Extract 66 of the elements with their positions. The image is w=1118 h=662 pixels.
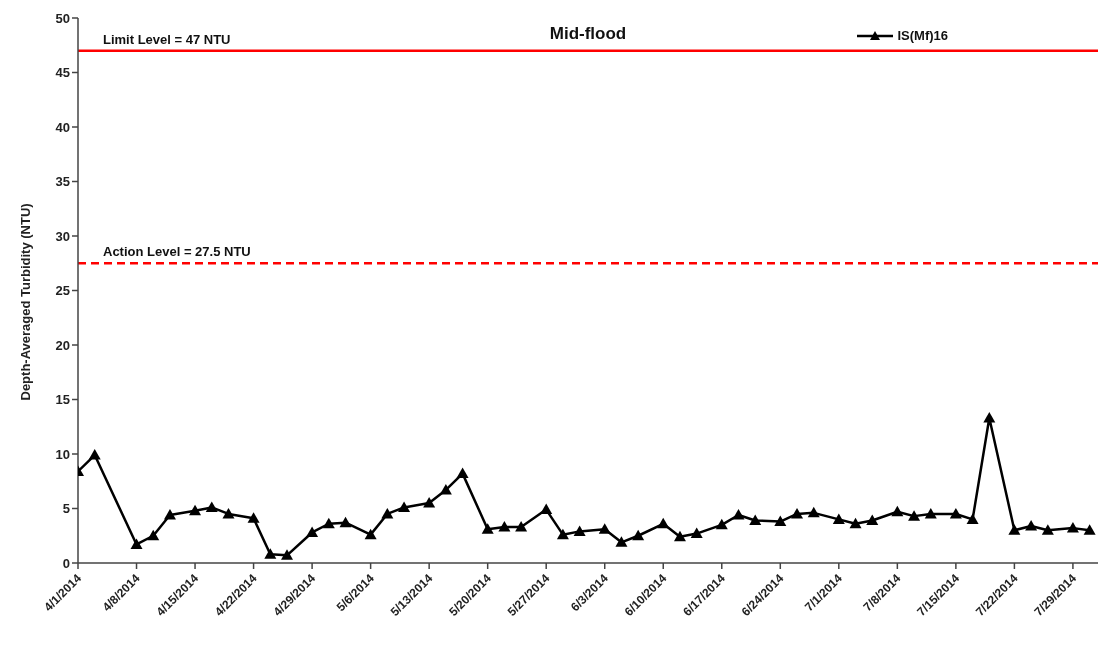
ref-line-label: Limit Level = 47 NTU [103, 31, 231, 47]
point [749, 514, 762, 525]
point [1008, 524, 1021, 535]
point [832, 513, 845, 524]
y-tick-label: 10 [55, 446, 70, 462]
point [281, 549, 294, 560]
y-tick-label: 30 [55, 228, 70, 244]
point [774, 515, 787, 527]
point [247, 512, 260, 523]
point [849, 517, 862, 529]
point [515, 521, 528, 532]
point [222, 507, 235, 519]
point [381, 507, 394, 519]
point [908, 510, 921, 521]
point [924, 507, 937, 519]
point [949, 507, 962, 519]
point [339, 516, 352, 528]
point [732, 509, 745, 520]
point [147, 529, 160, 541]
point [481, 523, 494, 534]
point [966, 513, 979, 524]
point [715, 518, 728, 530]
y-tick-label: 40 [55, 119, 70, 135]
point [1041, 524, 1054, 535]
point [498, 521, 511, 532]
point [88, 449, 101, 460]
y-tick-label: 5 [62, 501, 70, 517]
ref-line-label: Action Level = 27.5 NTU [103, 244, 251, 260]
point [983, 412, 996, 423]
point [456, 467, 469, 479]
point [1066, 522, 1079, 533]
point [322, 517, 335, 529]
y-tick-label: 35 [55, 174, 70, 190]
point [398, 501, 411, 512]
point [657, 517, 670, 529]
point [807, 506, 820, 518]
point [189, 504, 202, 516]
point [423, 497, 436, 508]
point [364, 528, 377, 540]
point [1025, 519, 1038, 531]
chart-title: Mid-flood [549, 24, 627, 43]
point [866, 514, 879, 525]
point [205, 501, 218, 512]
point [130, 538, 143, 549]
y-tick-label: 45 [55, 65, 70, 81]
y-axis-title: Depth-Averaged Turbidity (NTU) [17, 203, 33, 401]
point [573, 525, 586, 536]
point [163, 509, 176, 520]
y-tick-label: 20 [55, 337, 70, 353]
point [264, 548, 277, 559]
point [673, 530, 686, 542]
point [540, 503, 553, 515]
y-tick-label: 50 [55, 10, 70, 26]
point [439, 483, 452, 495]
point [632, 529, 645, 541]
point [556, 528, 569, 540]
y-tick-label: 15 [55, 392, 70, 408]
y-tick-label: 25 [55, 283, 70, 299]
y-tick-label: 0 [62, 555, 70, 571]
point [598, 523, 611, 534]
point [615, 536, 628, 547]
point [306, 526, 319, 537]
point [1083, 524, 1096, 535]
point [690, 527, 703, 539]
legend-label: IS(Mf)16 [897, 28, 948, 43]
point [891, 505, 904, 517]
